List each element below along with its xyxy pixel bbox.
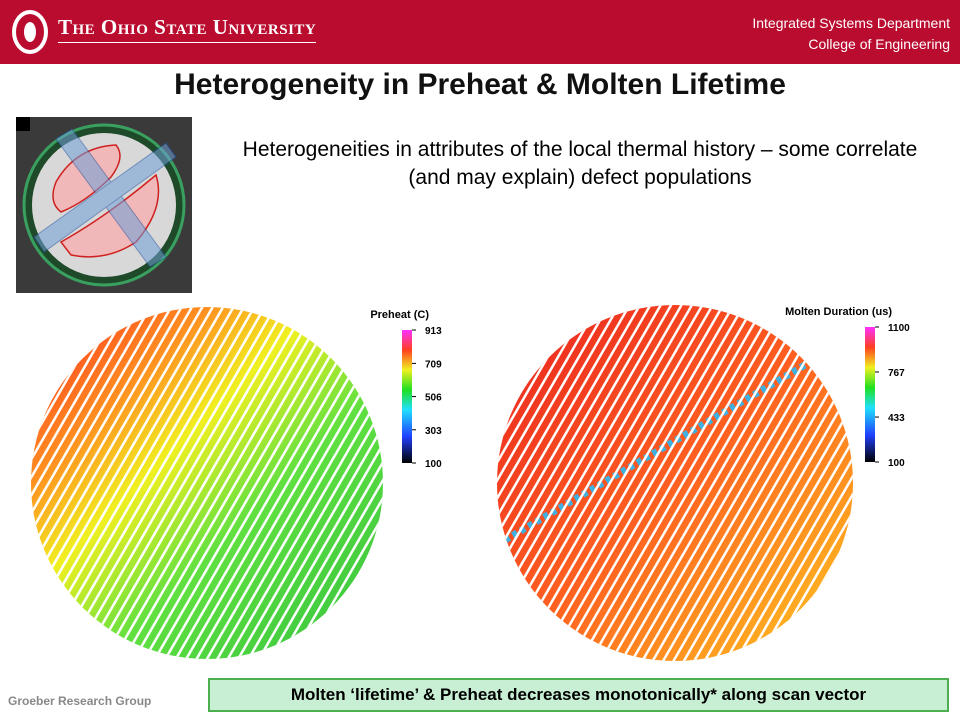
footer: Groeber Research Group xyxy=(8,694,152,708)
plots: Preheat (C) 913 709 506 303 100 Molten Duratio… xyxy=(31,305,910,661)
colorbar-label: 767 xyxy=(888,368,905,379)
callout: Molten ‘lifetime’ & Preheat decreases mo… xyxy=(208,678,949,712)
legend-title: Preheat (C) xyxy=(370,309,429,321)
university-name: The Ohio State University xyxy=(58,15,317,43)
department-block: Integrated Systems Department College of… xyxy=(752,13,950,55)
colorbar-label: 433 xyxy=(888,413,905,424)
legend-title: Molten Duration (us) xyxy=(785,306,892,318)
colorbar-label: 506 xyxy=(425,393,442,404)
colorbar-label: 303 xyxy=(425,426,442,437)
logo xyxy=(12,10,48,54)
header-bar xyxy=(0,0,960,64)
colorbar-label: 709 xyxy=(425,359,442,370)
college: College of Engineering xyxy=(808,36,950,52)
colorbar-label: 100 xyxy=(425,459,442,470)
colorbar-label: 100 xyxy=(888,458,905,469)
department: Integrated Systems Department xyxy=(752,15,950,31)
colorbar-label: 1100 xyxy=(888,323,910,334)
colorbar-label: 913 xyxy=(425,326,442,337)
sample-photo xyxy=(16,117,192,293)
subtitle: Heterogeneities in attributes of the loc… xyxy=(242,138,918,189)
slide-title: Heterogeneity in Preheat & Molten Lifeti… xyxy=(174,68,786,101)
